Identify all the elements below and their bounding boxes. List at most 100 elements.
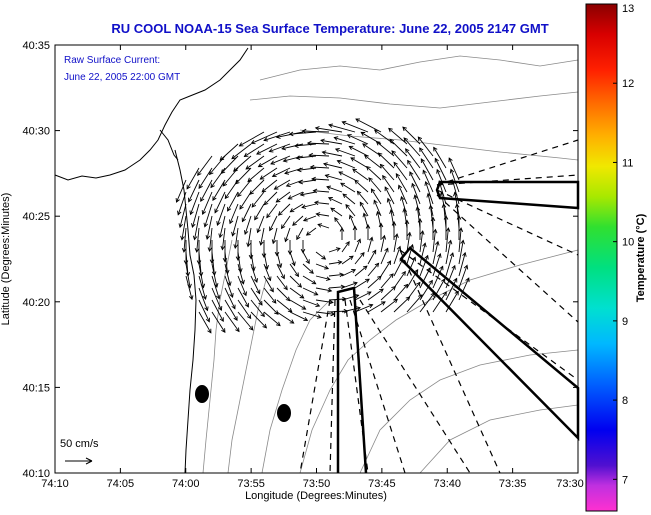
current-arrow-head — [240, 279, 245, 285]
current-arrow-head — [201, 210, 207, 215]
current-arrow-head — [296, 235, 301, 241]
current-arrow — [445, 265, 456, 289]
current-arrow — [367, 250, 377, 265]
current-arrow-head — [354, 179, 359, 185]
current-arrow — [411, 183, 421, 205]
x-tick-label: 73:30 — [556, 478, 584, 490]
current-arrow-head — [434, 240, 440, 246]
current-arrow — [302, 130, 330, 133]
current-arrow — [320, 139, 343, 145]
current-arrow-head — [277, 263, 283, 269]
current-arrow — [200, 179, 213, 202]
current-arrow — [194, 215, 200, 240]
current-arrow — [438, 180, 447, 205]
current-arrow — [354, 239, 361, 253]
scale-arrow — [65, 457, 93, 465]
current-arrow-head — [374, 262, 380, 268]
current-arrow — [425, 181, 434, 205]
current-arrow-head — [276, 321, 281, 327]
current-arrow — [341, 307, 361, 313]
current-arrow-head — [439, 265, 444, 271]
current-arrow — [382, 175, 395, 193]
current-arrow-head — [454, 203, 460, 208]
current-arrow-head — [449, 168, 455, 174]
current-arrow-head — [384, 247, 389, 253]
current-arrow-head — [249, 190, 254, 195]
current-arrow — [311, 178, 330, 181]
current-arrow-head — [295, 155, 301, 161]
current-arrow — [433, 147, 447, 169]
current-arrow — [389, 139, 408, 157]
current-arrow-head — [402, 207, 407, 213]
current-arrow-head — [337, 260, 343, 265]
current-arrow-head — [430, 292, 435, 297]
current-arrow-head — [338, 171, 344, 176]
current-arrow — [337, 160, 356, 169]
current-arrow-head — [212, 196, 217, 201]
current-arrow-head — [297, 283, 303, 288]
current-arrow-head — [424, 254, 429, 260]
current-arrow — [263, 251, 268, 270]
current-arrow-head — [458, 227, 464, 232]
current-arrow-head — [281, 145, 287, 151]
current-arrow-head — [437, 253, 442, 258]
current-arrow — [402, 126, 421, 145]
current-arrow — [281, 143, 304, 150]
current-arrow-head — [237, 192, 242, 198]
current-arrow — [302, 251, 310, 264]
current-arrow-head — [433, 146, 438, 152]
current-arrow — [272, 227, 278, 244]
current-arrow-head — [420, 158, 425, 164]
current-arrow — [367, 301, 386, 313]
current-arrow-head — [315, 212, 321, 217]
current-arrow-head — [269, 226, 274, 232]
current-arrow — [278, 203, 291, 216]
current-arrow — [224, 275, 234, 298]
current-arrow — [345, 204, 356, 217]
current-arrow-head — [404, 219, 410, 225]
current-arrow — [362, 143, 382, 157]
depth-contour — [299, 249, 579, 474]
current-arrow — [309, 154, 330, 157]
current-arrow-head — [180, 235, 185, 241]
current-arrow — [445, 240, 452, 265]
current-arrow — [409, 171, 421, 193]
current-arrow — [258, 155, 278, 167]
current-arrow — [179, 203, 187, 228]
current-arrow — [322, 151, 343, 157]
current-arrow — [391, 150, 408, 169]
current-arrow — [432, 266, 444, 289]
current-arrow — [406, 294, 423, 313]
current-arrow-head — [366, 291, 372, 296]
x-tick-label: 73:50 — [303, 478, 331, 490]
current-arrow — [209, 227, 213, 252]
sector-ray — [436, 139, 579, 186]
current-arrow-head — [207, 328, 212, 334]
current-arrow — [211, 251, 215, 276]
current-arrow — [176, 179, 187, 203]
current-arrow-head — [202, 295, 207, 301]
current-arrow-head — [462, 251, 467, 257]
current-arrow — [349, 146, 369, 157]
current-arrow-head — [175, 198, 180, 203]
current-arrow-head — [227, 281, 232, 287]
current-arrow — [403, 137, 421, 157]
current-arrow — [326, 186, 343, 193]
sector-box-south — [336, 286, 368, 474]
current-arrow-head — [334, 217, 339, 222]
current-arrow-head — [219, 317, 224, 323]
current-arrow — [299, 179, 317, 183]
current-arrow — [406, 282, 421, 301]
current-arrow-head — [256, 289, 261, 295]
current-arrow — [357, 191, 369, 205]
current-arrow-head — [345, 203, 350, 209]
current-arrow-head — [197, 171, 202, 177]
current-arrow-head — [453, 277, 458, 283]
current-arrow-head — [454, 290, 459, 296]
current-arrow-head — [352, 168, 357, 173]
current-arrow-head — [360, 251, 365, 257]
current-arrow-head — [366, 165, 371, 171]
current-arrow-head — [257, 162, 263, 168]
colorbar-tick-label: 9 — [622, 316, 628, 328]
